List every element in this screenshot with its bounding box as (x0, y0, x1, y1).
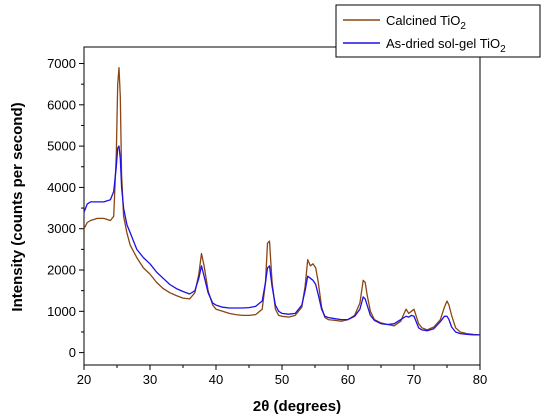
series-line-as-dried (83, 145, 480, 336)
y-tick-label: 1000 (47, 304, 76, 319)
y-axis-title: Intensity (counts per second) (9, 102, 26, 311)
y-tick-label: 2000 (47, 263, 76, 278)
legend-label-calcined: Calcined TiO2 (386, 13, 466, 32)
y-tick-label: 4000 (47, 180, 76, 195)
legend-label-as-dried: As-dried sol-gel TiO2 (386, 36, 506, 55)
x-axis: 20 30 40 50 60 70 80 (77, 365, 487, 387)
x-tick-label: 20 (77, 372, 91, 387)
y-tick-label: 0 (69, 345, 76, 360)
y-axis: 0 1000 2000 3000 4000 5000 6000 7000 (47, 56, 84, 360)
series-line-calcined (83, 66, 481, 336)
series-layer (83, 66, 481, 336)
x-tick-label: 50 (275, 372, 289, 387)
y-tick-label: 7000 (47, 56, 76, 71)
y-tick-label: 5000 (47, 139, 76, 154)
plot-area (83, 46, 481, 366)
x-tick-label: 60 (341, 372, 355, 387)
x-tick-label: 70 (407, 372, 421, 387)
plot-frame (83, 46, 481, 366)
legend: Calcined TiO2 As-dried sol-gel TiO2 (335, 4, 541, 58)
legend-box (335, 4, 541, 58)
x-tick-label: 30 (143, 372, 157, 387)
x-axis-title: 2θ (degrees) (253, 398, 341, 415)
y-tick-label: 3000 (47, 221, 76, 236)
x-tick-label: 80 (473, 372, 487, 387)
y-tick-label: 6000 (47, 97, 76, 112)
x-tick-label: 40 (209, 372, 223, 387)
